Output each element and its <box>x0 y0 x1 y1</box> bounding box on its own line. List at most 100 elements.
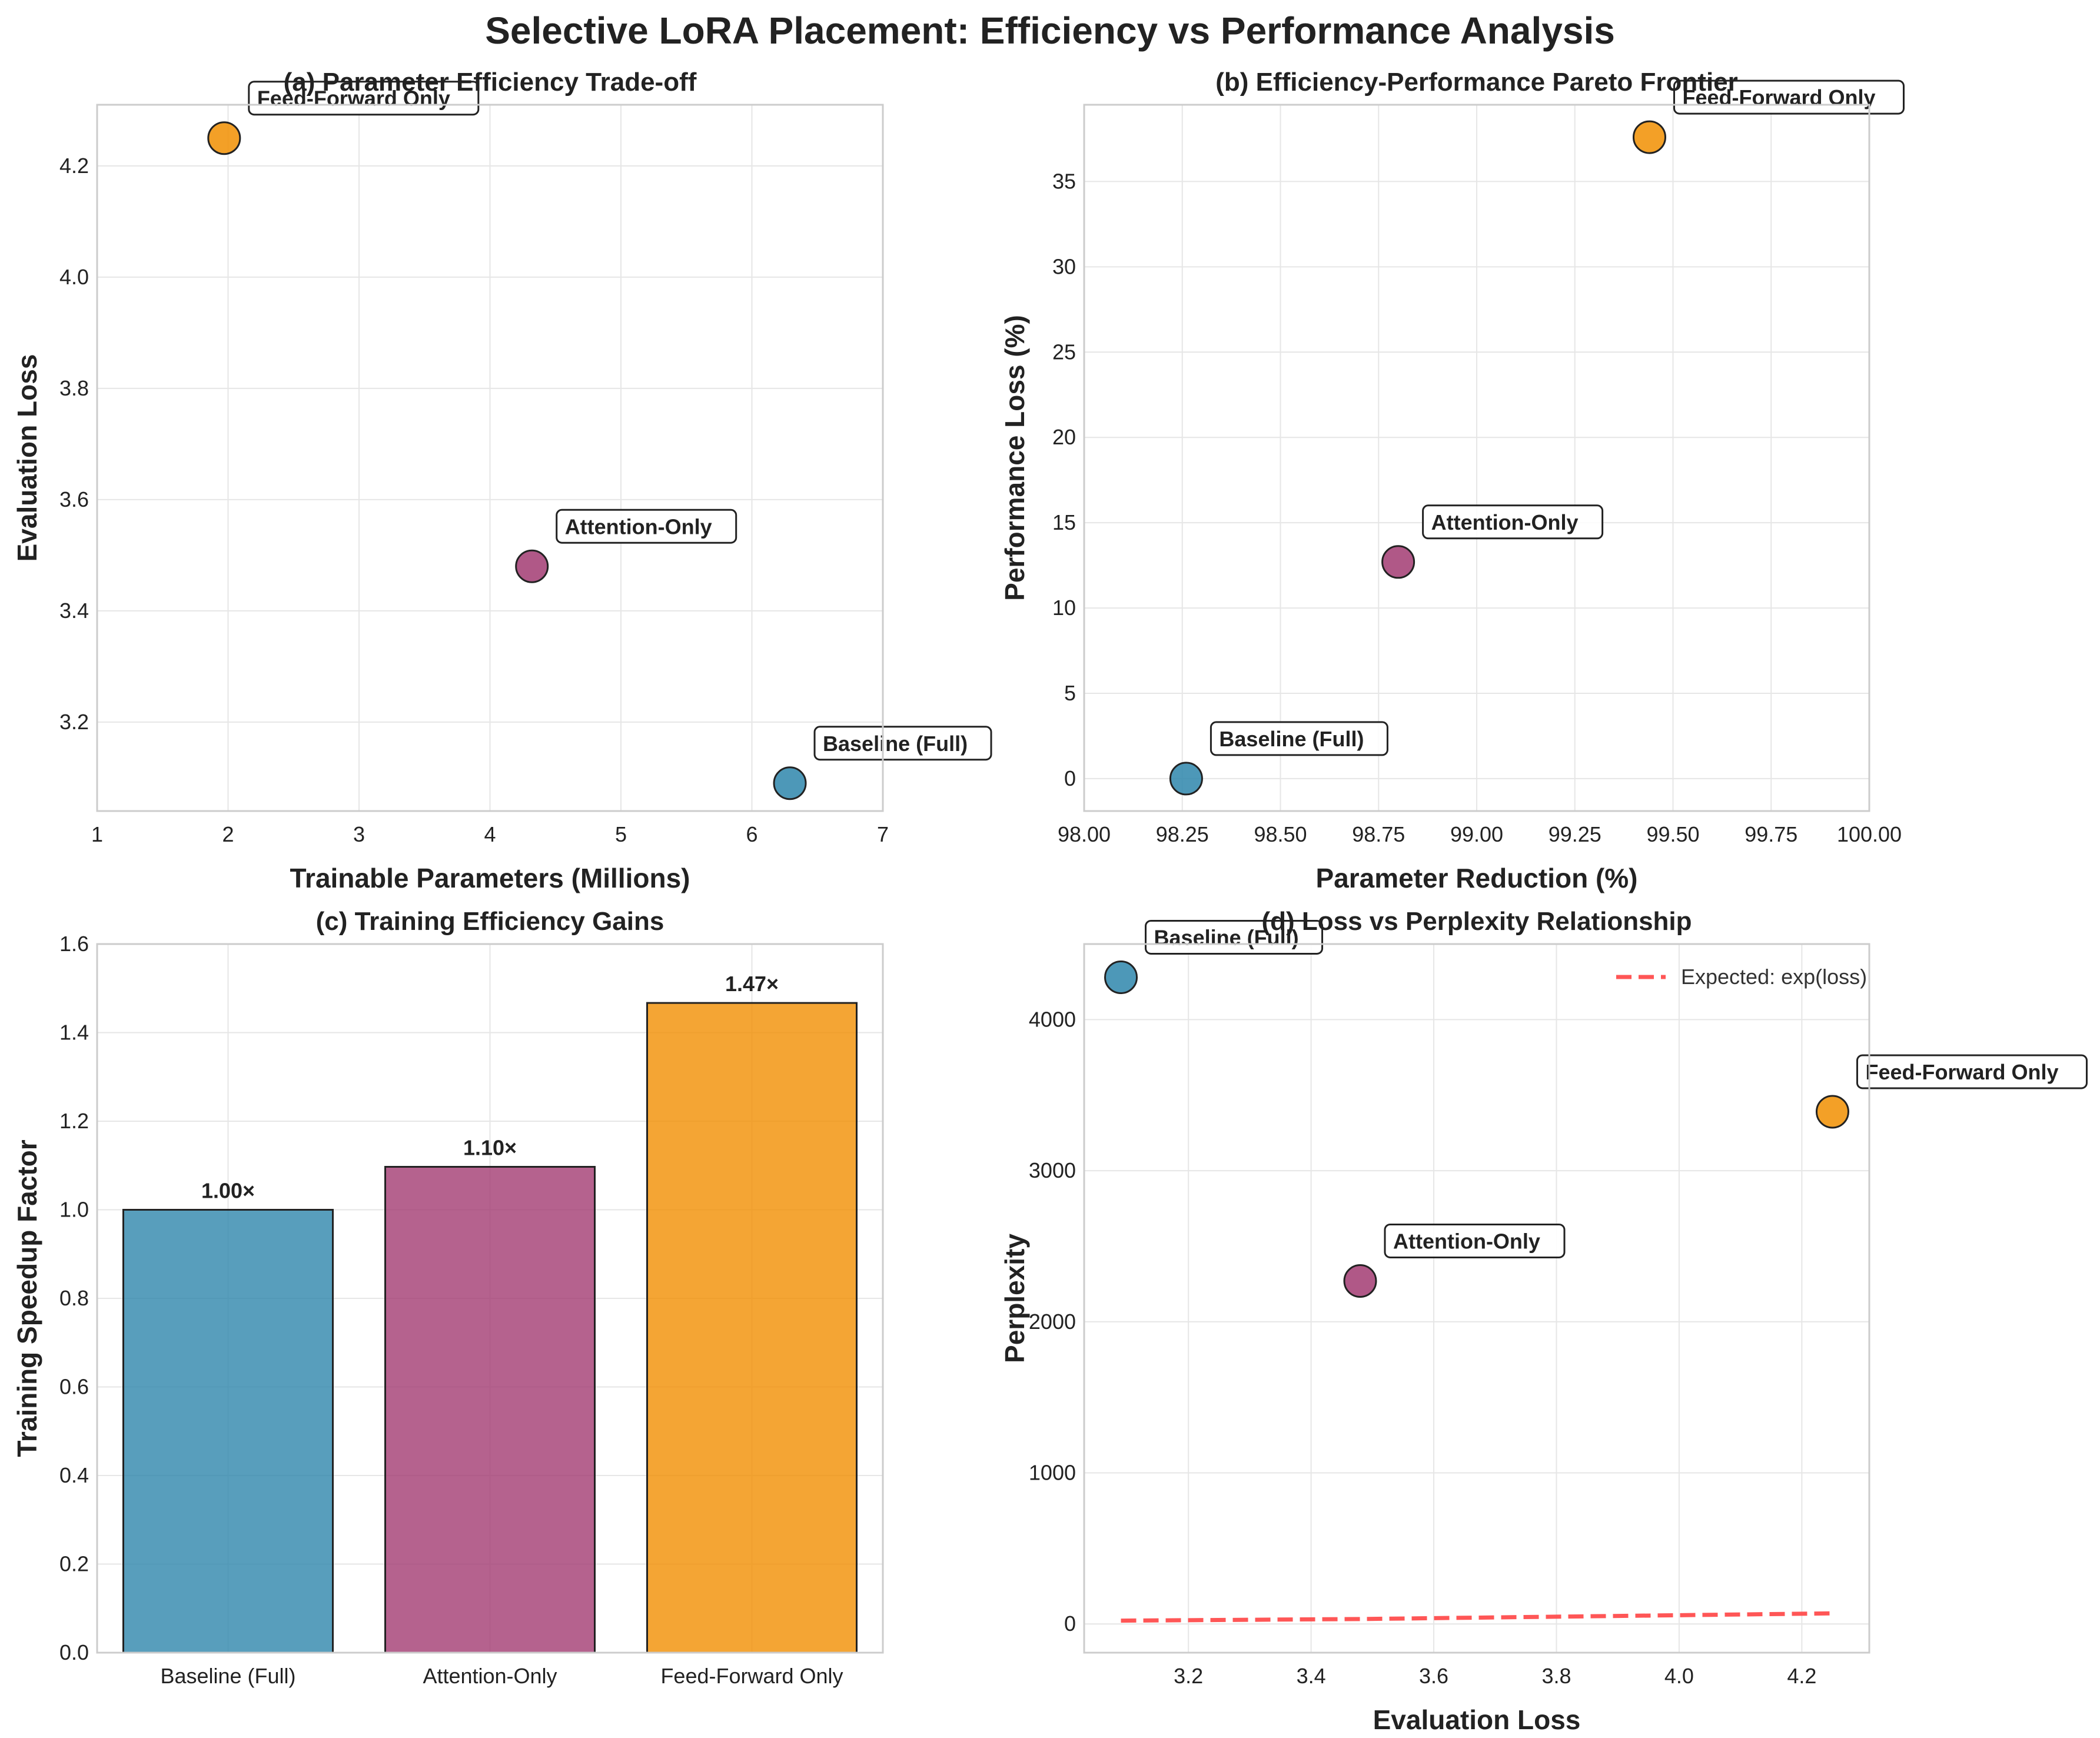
y-tick-label: 1.2 <box>59 1109 89 1133</box>
point-annotation-box <box>1384 1223 1566 1258</box>
y-tick-label: 0.0 <box>59 1640 89 1664</box>
x-tick-label: 4 <box>484 822 496 846</box>
x-tick-label: 5 <box>615 822 627 846</box>
y-axis-label: Training Speedup Factor <box>12 1139 42 1457</box>
data-point <box>1169 762 1203 796</box>
expected-line <box>1121 1611 1833 1623</box>
data-point <box>515 549 549 583</box>
y-tick-label: 30 <box>1052 254 1076 278</box>
y-tick-label: 3.2 <box>59 710 89 734</box>
point-annotation-label: Feed-Forward Only <box>1865 1060 2058 1084</box>
y-axis-label: Evaluation Loss <box>12 354 42 562</box>
y-axis-label: Performance Loss (%) <box>999 315 1030 601</box>
x-tick-label: 4.2 <box>1787 1664 1816 1688</box>
y-tick-label: 0.6 <box>59 1375 89 1399</box>
x-tick-label: 99.75 <box>1745 822 1797 846</box>
y-tick-label: 4.0 <box>59 265 89 289</box>
data-point <box>1343 1264 1377 1298</box>
y-tick-label: 1000 <box>1029 1461 1076 1485</box>
point-annotation-box <box>1422 504 1604 540</box>
panel-title: (d) Loss vs Perplexity Relationship <box>1261 907 1692 936</box>
y-tick-label: 0.4 <box>59 1463 89 1487</box>
x-tick-label: 1 <box>91 822 103 846</box>
figure-title: Selective LoRA Placement: Efficiency vs … <box>485 9 1615 52</box>
panel-a: 3.2 3.4 3.6 3.8 4.0 4.2 1 2 3 4 5 6 7 Baseline (Full)… <box>12 68 992 893</box>
data-point <box>1381 545 1415 579</box>
data-point <box>773 766 807 800</box>
x-tick-label: 99.25 <box>1549 822 1601 846</box>
bar <box>384 1166 596 1654</box>
plot-frame <box>1083 104 1870 812</box>
y-tick-label: 25 <box>1052 340 1076 364</box>
point-annotation-box <box>1145 919 1324 955</box>
bar-value-label: 1.47× <box>725 972 779 996</box>
panel-b: 0 5 10 15 20 25 30 35 98.00 98.25 98.50 98.75 99.00 9… <box>999 68 1905 893</box>
x-tick-label: 98.50 <box>1254 822 1307 846</box>
y-tick-label: 3.6 <box>59 487 89 511</box>
point-annotation-box <box>1856 1054 2088 1089</box>
x-tick-label: 7 <box>877 822 889 846</box>
y-tick-label: 2000 <box>1029 1310 1076 1334</box>
panel-title: (c) Training Efficiency Gains <box>316 907 664 936</box>
y-tick-label: 4.2 <box>59 154 89 178</box>
data-point <box>1104 960 1138 994</box>
point-annotation-box <box>556 509 737 544</box>
x-tick-label: 99.50 <box>1646 822 1699 846</box>
x-tick-label: Attention-Only <box>423 1664 557 1688</box>
y-tick-label: 1.0 <box>59 1198 89 1222</box>
y-tick-label: 0 <box>1064 766 1076 790</box>
x-tick-label: 3.6 <box>1419 1664 1448 1688</box>
y-tick-label: 5 <box>1064 681 1076 705</box>
y-tick-label: 0.2 <box>59 1552 89 1576</box>
x-tick-label: 6 <box>746 822 757 846</box>
x-tick-label: 98.00 <box>1058 822 1111 846</box>
x-tick-label: 4.0 <box>1664 1664 1694 1688</box>
plot-frame <box>96 943 884 1654</box>
panel-title: (b) Efficiency-Performance Pareto Fronti… <box>1215 68 1738 97</box>
point-annotation-box <box>248 81 480 116</box>
x-tick-label: 3.8 <box>1541 1664 1571 1688</box>
x-tick-label: 3.4 <box>1297 1664 1326 1688</box>
panel-title: (a) Parameter Efficiency Trade-off <box>284 68 697 97</box>
legend-label: Expected: exp(loss) <box>1681 965 1867 989</box>
x-tick-label: 100.00 <box>1837 822 1902 846</box>
y-tick-label: 15 <box>1052 510 1076 534</box>
y-tick-label: 4000 <box>1029 1007 1076 1031</box>
y-tick-label: 0 <box>1064 1611 1076 1636</box>
x-tick-label: 98.25 <box>1156 822 1209 846</box>
point-annotation-label: Attention-Only <box>1431 510 1579 534</box>
data-point <box>1815 1095 1849 1129</box>
point-annotation-box <box>1210 721 1388 756</box>
y-tick-label: 3.4 <box>59 599 89 623</box>
y-tick-label: 3000 <box>1029 1158 1076 1182</box>
y-tick-label: 35 <box>1052 169 1076 193</box>
y-axis-label: Perplexity <box>999 1234 1030 1363</box>
x-axis-label: Parameter Reduction (%) <box>1315 863 1637 893</box>
bar-value-label: 1.00× <box>201 1179 255 1203</box>
x-tick-label: 98.75 <box>1352 822 1405 846</box>
x-axis-label: Trainable Parameters (Millions) <box>290 863 690 893</box>
plot-frame <box>96 104 884 812</box>
x-tick-label: Baseline (Full) <box>160 1664 295 1688</box>
y-tick-label: 0.8 <box>59 1286 89 1310</box>
x-tick-label: 2 <box>222 822 234 846</box>
data-point <box>1632 120 1666 154</box>
y-tick-label: 1.4 <box>59 1021 89 1045</box>
x-tick-label: Feed-Forward Only <box>660 1664 843 1688</box>
bar-value-label: 1.10× <box>463 1136 517 1160</box>
panel-d: 0 1000 2000 3000 4000 3.2 3.4 3.6 3.8 4.0 4.2 Expec… <box>999 907 2088 1735</box>
point-annotation-label: Attention-Only <box>565 514 712 539</box>
point-annotation-label: Baseline (Full) <box>1154 925 1299 949</box>
plot-frame <box>1083 943 1870 1654</box>
x-tick-label: 3 <box>353 822 365 846</box>
point-annotation-label: Feed-Forward Only <box>257 87 450 111</box>
point-annotation-label: Baseline (Full) <box>823 732 968 756</box>
point-annotation-box <box>813 726 992 761</box>
x-tick-label: 99.00 <box>1450 822 1503 846</box>
y-tick-label: 10 <box>1052 596 1076 620</box>
x-tick-label: 3.2 <box>1174 1664 1203 1688</box>
bar <box>122 1209 334 1654</box>
bar <box>646 1002 858 1654</box>
panel-c: 0.0 0.2 0.4 0.6 0.8 1.0 1.2 1.4 1.6 1.00× Baseline… <box>12 907 884 1688</box>
